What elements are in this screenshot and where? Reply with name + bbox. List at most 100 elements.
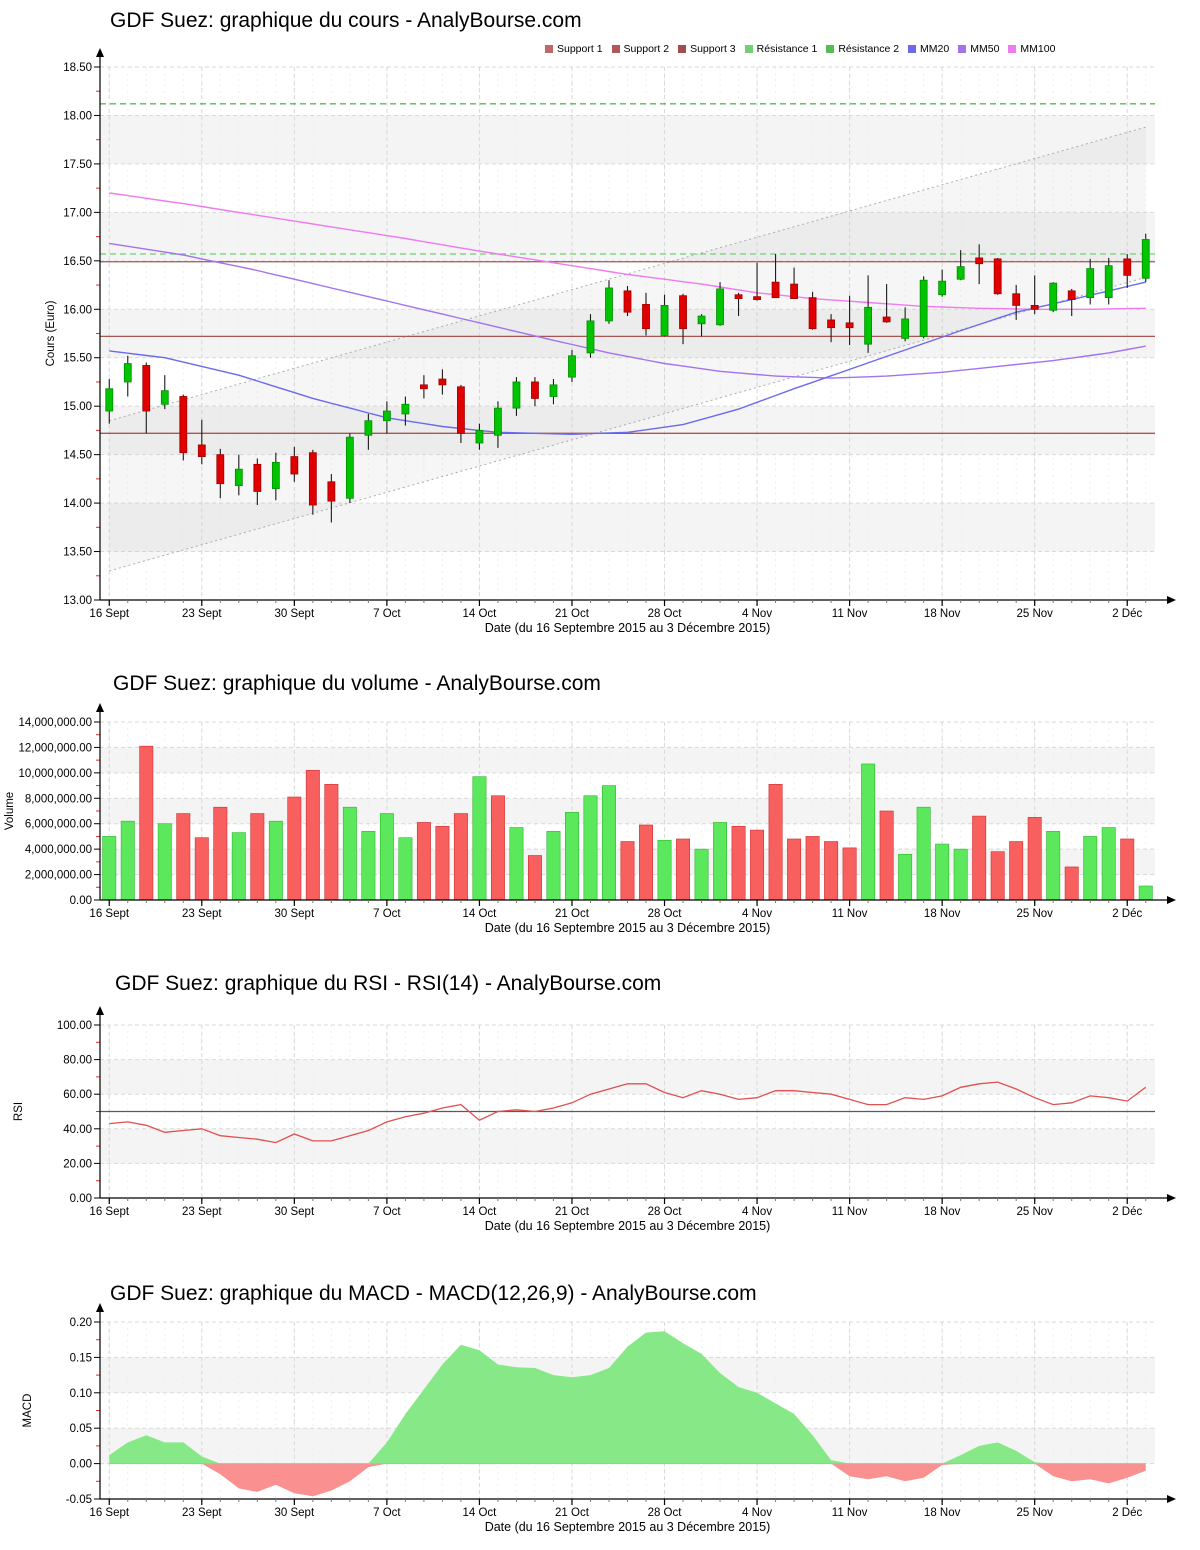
svg-text:7 Oct: 7 Oct [373, 1507, 401, 1519]
candles-layer [105, 233, 1150, 523]
svg-text:2 Déc: 2 Déc [1112, 1206, 1142, 1218]
svg-text:14 Oct: 14 Oct [462, 608, 497, 620]
volume-bar-down [824, 841, 839, 901]
svg-text:7 Oct: 7 Oct [373, 1206, 401, 1218]
volume-bar-down [639, 824, 653, 901]
price-chart-legend: Support 1 Support 2 Support 3 Résistance 1 R… [545, 43, 1055, 55]
candle-down [327, 481, 336, 502]
volume-bar-down [750, 829, 765, 901]
candle-down [420, 384, 428, 390]
volume-bar-down [787, 838, 802, 901]
svg-text:28 Oct: 28 Oct [648, 1507, 683, 1519]
macd-positive-area [109, 1331, 1146, 1464]
svg-text:2 Déc: 2 Déc [1112, 908, 1142, 920]
svg-text:25 Nov: 25 Nov [1016, 1507, 1053, 1519]
svg-text:23 Sept: 23 Sept [182, 1206, 222, 1218]
svg-text:18 Nov: 18 Nov [924, 1507, 961, 1519]
legend-label: Support 1 [557, 43, 603, 55]
candle-up [271, 461, 280, 489]
volume-bar-up [713, 822, 728, 901]
svg-text:80.00: 80.00 [63, 1055, 92, 1067]
volume-bar-up [1083, 836, 1098, 901]
volume-chart-title: GDF Suez: graphique du volume - AnalyBou… [113, 672, 601, 695]
candle-up [549, 384, 558, 397]
price-chart-layer: 13.00 13.50 14.00 14.50 15.00 15.50 16.00 16.50… [45, 48, 1176, 635]
svg-text:21 Oct: 21 Oct [555, 608, 590, 620]
svg-text:Date (du 16 Septembre 2015 au: Date (du 16 Septembre 2015 au 3 Décembre… [485, 921, 771, 935]
legend-label: Résistance 2 [838, 43, 900, 55]
price-chart-title: GDF Suez: graphique du cours - AnalyBour… [110, 9, 582, 32]
candle-up [919, 279, 928, 337]
svg-text:Date (du 16 Septembre 2015 au: Date (du 16 Septembre 2015 au 3 Décembre… [485, 621, 771, 635]
svg-text:0.05: 0.05 [70, 1423, 92, 1435]
legend-swatch [545, 45, 553, 53]
svg-text:21 Oct: 21 Oct [555, 1206, 590, 1218]
candle-up [234, 468, 243, 487]
legend-swatch [1008, 45, 1017, 53]
svg-text:17.00: 17.00 [63, 207, 92, 219]
candle-up [105, 388, 114, 412]
volume-bar-up [916, 806, 931, 901]
svg-text:16.50: 16.50 [63, 256, 92, 268]
svg-text:10,000,000.00: 10,000,000.00 [18, 768, 92, 780]
candle-up [938, 280, 947, 296]
legend-item: MM100 [1008, 43, 1055, 55]
volume-bar-up [1101, 827, 1116, 901]
volume-bar-up [1046, 831, 1061, 901]
volume-bar-down [490, 795, 505, 901]
candle-down [679, 295, 687, 330]
volume-bar-up [953, 848, 968, 901]
volume-bar-up [509, 827, 524, 901]
svg-text:16.00: 16.00 [63, 304, 92, 316]
svg-text:0.00: 0.00 [70, 895, 92, 907]
svg-text:100.00: 100.00 [57, 1020, 92, 1032]
svg-text:18.00: 18.00 [63, 110, 92, 122]
candle-down [1030, 304, 1039, 310]
volume-bar-up [102, 836, 117, 901]
volume-bar-down [676, 838, 690, 901]
svg-text:28 Oct: 28 Oct [648, 608, 683, 620]
svg-text:28 Oct: 28 Oct [648, 1206, 683, 1218]
svg-text:16 Sept: 16 Sept [89, 1507, 129, 1519]
svg-text:7 Oct: 7 Oct [373, 908, 401, 920]
legend-item: MM50 [958, 43, 999, 55]
svg-text:23 Sept: 23 Sept [182, 1507, 222, 1519]
legend-swatch [908, 45, 917, 53]
volume-bar-down [194, 837, 209, 901]
candle-up [697, 315, 706, 325]
svg-text:0.15: 0.15 [70, 1352, 92, 1364]
volume-bar-up [472, 776, 487, 901]
svg-text:30 Sept: 30 Sept [275, 608, 315, 620]
svg-text:2 Déc: 2 Déc [1112, 608, 1142, 620]
svg-text:4 Nov: 4 Nov [742, 1206, 772, 1218]
candle-up [1141, 239, 1150, 279]
candle-down [993, 258, 1002, 295]
volume-bar-down [435, 825, 450, 901]
mm50-line [109, 242, 1146, 379]
candle-up [1049, 282, 1058, 311]
candle-up [123, 363, 132, 383]
candle-down [142, 365, 151, 412]
candle-up [605, 287, 613, 322]
volume-bar-up [694, 848, 709, 901]
legend-swatch [958, 45, 967, 53]
volume-bar-up [861, 763, 876, 901]
svg-text:30 Sept: 30 Sept [275, 908, 315, 920]
volume-bar-up [379, 813, 394, 901]
volume-chart-layer: 0.00 2,000,000.00 4,000,000.00 6,000,000.00… [4, 703, 1176, 935]
svg-text:4 Nov: 4 Nov [742, 1507, 772, 1519]
svg-text:23 Sept: 23 Sept [182, 908, 222, 920]
candle-down [845, 322, 854, 329]
svg-text:25 Nov: 25 Nov [1016, 1206, 1053, 1218]
svg-text:12,000,000.00: 12,000,000.00 [18, 742, 92, 754]
volume-bar-up [565, 811, 579, 901]
volume-bar-up [361, 831, 376, 901]
svg-text:15.50: 15.50 [63, 353, 92, 365]
svg-text:25 Nov: 25 Nov [1016, 908, 1053, 920]
candle-up [382, 410, 391, 422]
volume-bar-up [231, 832, 246, 901]
svg-text:18 Nov: 18 Nov [924, 1206, 961, 1218]
legend-swatch [826, 45, 835, 53]
svg-text:7 Oct: 7 Oct [373, 608, 401, 620]
